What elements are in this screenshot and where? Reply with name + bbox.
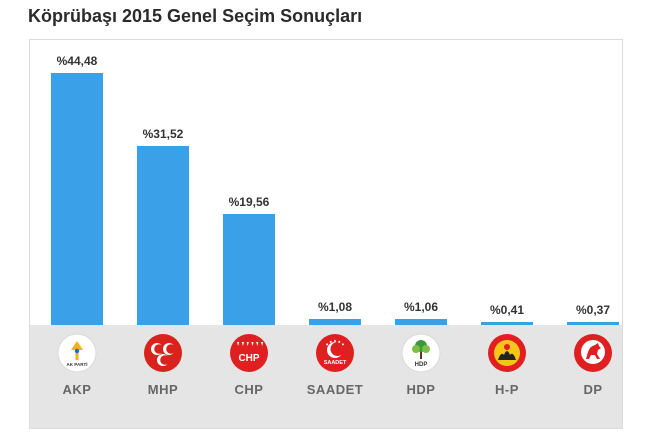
chart-container: %44,48 %31,52 %19,56 %1,08 %1,06 %0,41 %0,37 A… — [29, 39, 623, 429]
dp-logo — [573, 333, 613, 373]
party-name-saadet: SAADET — [306, 382, 364, 397]
bar-value-label: %1,06 — [403, 299, 439, 314]
bar-value-label: %0,41 — [489, 303, 525, 317]
hp-logo — [487, 333, 527, 373]
plot-area: %44,48 %31,52 %19,56 %1,08 %1,06 %0,41 %0,37 — [30, 40, 622, 325]
bar-mhp — [137, 146, 189, 325]
party-name-akp: AKP — [62, 382, 92, 397]
bar-value-label: %44,48 — [56, 53, 98, 68]
svg-text:HDP: HDP — [415, 362, 428, 368]
party-name-chp: CHP — [234, 382, 264, 397]
bar-h-p — [481, 322, 533, 325]
bar-value-label: %19,56 — [228, 195, 270, 210]
mhp-logo — [143, 333, 183, 373]
party-logo-band: AK PARTİ AKP MHP CHP CHP SAADET SAADET HDP HDP H-… — [30, 325, 622, 428]
svg-text:SAADET: SAADET — [324, 360, 347, 366]
bar-hdp — [395, 318, 447, 325]
bar-akp — [51, 72, 103, 325]
page-title: Köprübaşı 2015 Genel Seçim Sonuçları — [28, 6, 363, 26]
party-name-dp: DP — [583, 382, 603, 397]
bar-saadet — [309, 318, 361, 325]
bar-value-label: %1,08 — [317, 299, 353, 314]
svg-text:CHP: CHP — [238, 353, 259, 364]
party-name-hdp: HDP — [406, 382, 436, 397]
party-name-h-p: H-P — [495, 382, 519, 397]
hdp-logo: HDP — [401, 333, 441, 373]
saadet-logo: SAADET — [315, 333, 355, 373]
party-name-mhp: MHP — [147, 382, 179, 397]
bar-value-label: %31,52 — [142, 127, 184, 142]
bar-chp — [223, 214, 275, 325]
bar-dp — [567, 322, 619, 325]
chp-logo: CHP — [229, 333, 269, 373]
akp-logo: AK PARTİ — [57, 333, 97, 373]
svg-text:AK PARTİ: AK PARTİ — [67, 361, 88, 367]
bar-value-label: %0,37 — [575, 303, 611, 317]
